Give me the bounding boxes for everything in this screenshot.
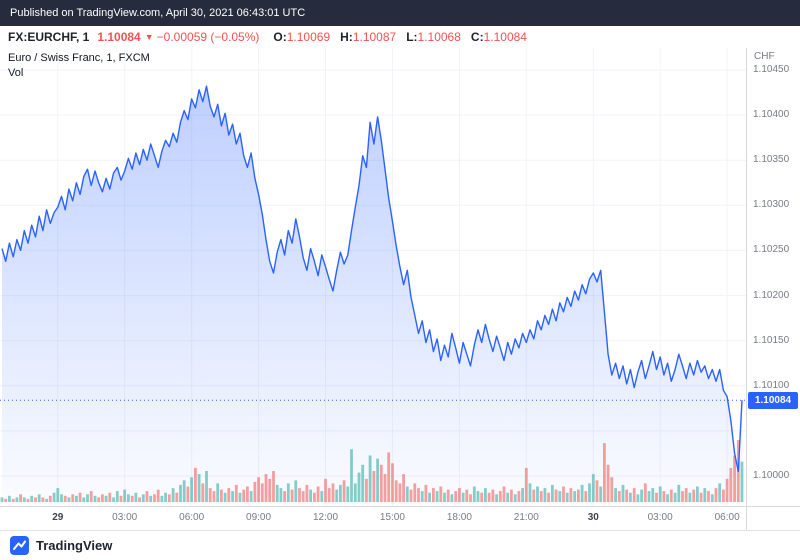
- down-triangle-icon: ▼: [144, 32, 154, 42]
- footer-bar: TradingView: [0, 530, 800, 560]
- price-axis-label: 1.10400: [753, 109, 790, 121]
- tradingview-logo-icon[interactable]: [10, 536, 29, 555]
- tradingview-brand-link[interactable]: TradingView: [36, 538, 113, 553]
- time-axis: 29 03:00 06:00 09:00 12:00 15:00 18:00 21:00 30 0…: [0, 506, 746, 530]
- ohlc-close: C:1.10084: [470, 30, 527, 44]
- published-bar: Published on TradingView.com, April 30, …: [0, 0, 800, 26]
- time-axis-label: 03:00: [647, 512, 673, 523]
- price-axis-label: 1.10100: [753, 379, 790, 391]
- axis-corner: [746, 506, 800, 530]
- ohlc-low: L:1.10068: [406, 30, 461, 44]
- price-axis-label: 1.10350: [753, 154, 790, 166]
- time-axis-label: 06:00: [179, 512, 205, 523]
- price-axis-label: 1.10450: [753, 64, 790, 75]
- price-axis-label: 1.10250: [753, 244, 790, 256]
- time-axis-label: 03:00: [112, 512, 138, 523]
- time-axis-label: 21:00: [513, 512, 539, 523]
- time-axis-label: 06:00: [714, 512, 740, 523]
- price-axis-label: 1.10000: [753, 470, 790, 481]
- time-axis-label: 18:00: [446, 512, 472, 523]
- last-price-tag: 1.10084: [748, 391, 798, 409]
- symbol-info-bar: FX:EURCHF, 1 1.10084 ▼ −0.00059 (−0.05%)…: [0, 26, 800, 48]
- symbol-name: FX:EURCHF, 1: [8, 30, 90, 44]
- published-text: Published on TradingView.com, April 30, …: [10, 7, 306, 19]
- price-change: −0.00059 (−0.05%): [156, 30, 260, 44]
- price-axis-label: 1.10300: [753, 199, 790, 211]
- price-chart-canvas: [0, 48, 746, 506]
- time-axis-label: 15:00: [379, 512, 405, 523]
- axis-currency-label: CHF: [754, 51, 775, 62]
- time-axis-label: 09:00: [246, 512, 272, 523]
- ohlc-high: H:1.10087: [340, 30, 397, 44]
- time-axis-label: 30: [587, 512, 599, 523]
- legend-volume-label: Vol: [8, 67, 24, 79]
- time-axis-label: 29: [52, 512, 64, 523]
- ohlc-open: O:1.10069: [273, 30, 331, 44]
- area-fill: [2, 86, 742, 504]
- time-axis-label: 12:00: [313, 512, 339, 523]
- price-axis-label: 1.10150: [753, 334, 790, 346]
- price-axis-label: 1.10200: [753, 289, 790, 301]
- legend-title: Euro / Swiss Franc, 1, FXCM: [8, 52, 150, 64]
- chart-legend: Euro / Swiss Franc, 1, FXCM Vol: [8, 51, 150, 81]
- chart-pane: Euro / Swiss Franc, 1, FXCM Vol CHF 1.10…: [0, 48, 800, 530]
- price-line: [1, 85, 743, 473]
- last-price-value: 1.10084: [97, 30, 141, 44]
- price-axis: CHF 1.10084 1.10450 1.10400 1.10350 1.10300…: [746, 48, 800, 506]
- volume-bars: [0, 440, 744, 503]
